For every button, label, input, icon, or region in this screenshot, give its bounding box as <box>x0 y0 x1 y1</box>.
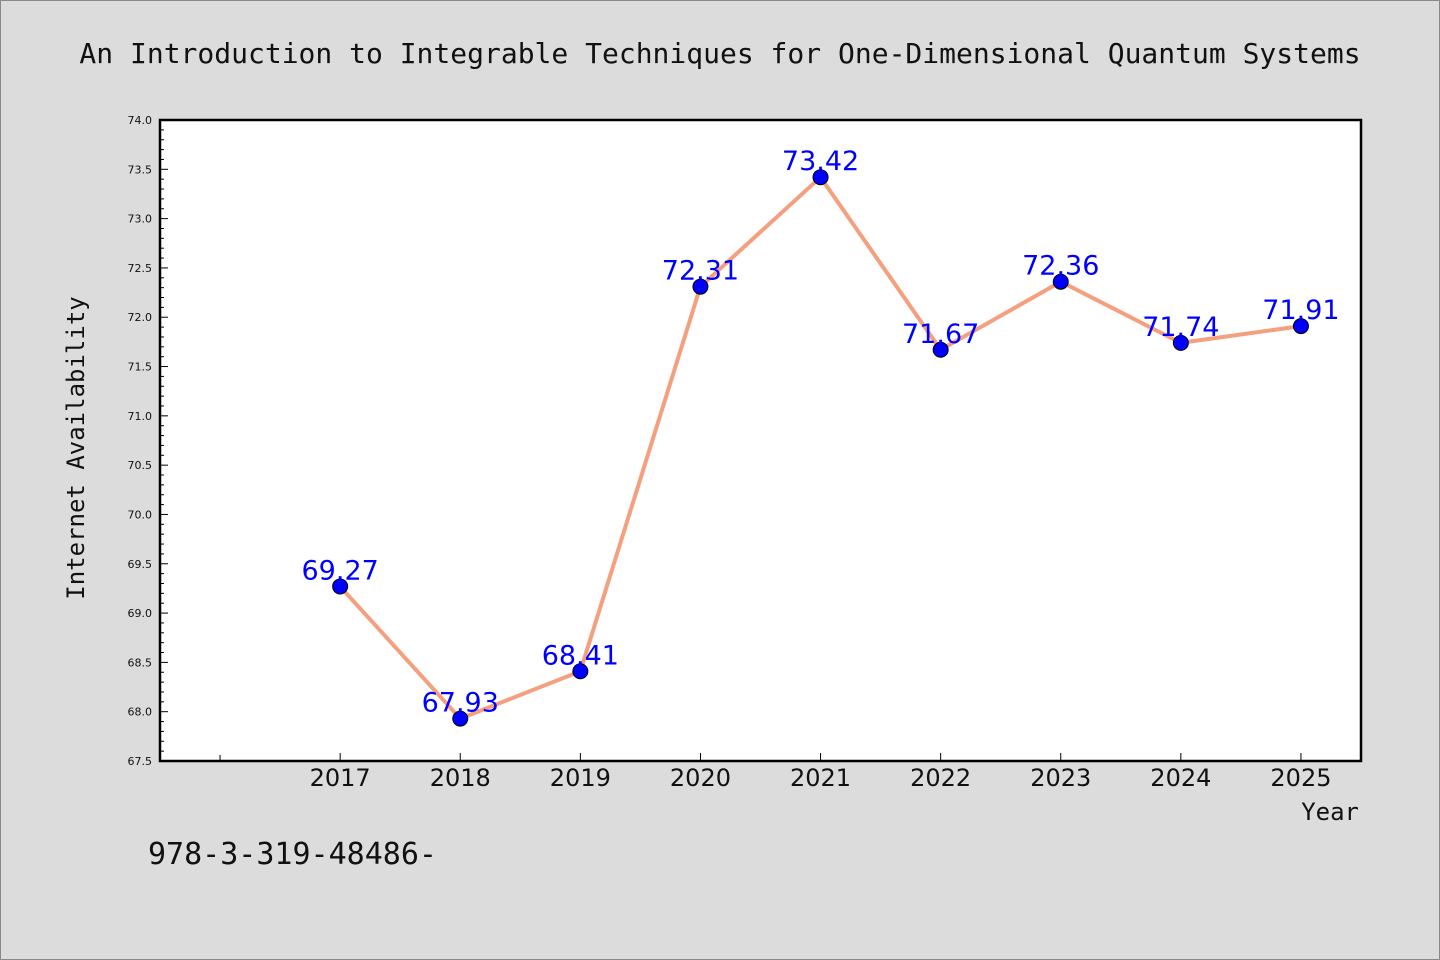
y-tick-label: 72.0 <box>128 311 153 324</box>
x-tick-label: 2020 <box>670 764 731 792</box>
y-axis: 67.5 68.0 68.5 69.0 69.5 70.0 70.5 71.0 71.5 72.0… <box>128 114 168 768</box>
chart-title: An Introduction to Integrable Techniques… <box>79 37 1360 70</box>
y-tick-label: 67.5 <box>128 755 153 768</box>
data-label: 71.74 <box>1142 312 1219 343</box>
footer-text: 978-3-319-48486- <box>148 837 437 872</box>
x-tick-label: 2025 <box>1270 764 1331 792</box>
x-tick-label: 2019 <box>550 764 611 792</box>
y-tick-label: 72.5 <box>128 262 153 275</box>
x-tick-label: 2022 <box>910 764 971 792</box>
y-tick-label: 68.5 <box>128 656 153 669</box>
data-label: 73.42 <box>782 146 859 177</box>
y-tick-label: 71.5 <box>128 361 153 374</box>
y-tick-label: 70.0 <box>128 508 153 521</box>
data-point <box>572 663 589 680</box>
data-label: 71.91 <box>1262 295 1339 326</box>
y-tick-label: 69.5 <box>128 558 153 571</box>
y-tick-label: 73.5 <box>128 163 153 176</box>
y-tick-label: 69.0 <box>128 607 153 620</box>
y-axis-label: Internet Availability <box>62 296 90 599</box>
y-tick-label: 70.5 <box>128 459 153 472</box>
data-point <box>1052 273 1069 290</box>
data-point <box>812 169 829 186</box>
x-tick-label: 2024 <box>1150 764 1211 792</box>
data-point <box>932 341 949 358</box>
markers <box>332 169 1309 727</box>
y-tick-label: 74.0 <box>128 114 153 127</box>
data-point <box>1172 334 1189 351</box>
data-labels: 69.27 67.93 68.41 72.31 73.42 71.67 72.36 71.74… <box>302 146 1340 718</box>
data-label: 67.93 <box>422 688 499 719</box>
data-point <box>332 578 349 595</box>
data-point <box>692 278 709 295</box>
data-label: 72.36 <box>1022 251 1099 282</box>
data-label: 71.67 <box>902 319 979 350</box>
plot-area <box>158 118 1363 763</box>
x-axis: 2017 2018 2019 2020 2021 2022 2023 2024 2025 <box>219 753 1331 792</box>
data-label: 68.41 <box>542 640 619 671</box>
x-tick-label: 2023 <box>1030 764 1091 792</box>
data-label: 69.27 <box>302 555 379 586</box>
x-tick-label: 2017 <box>310 764 371 792</box>
x-tick-label: 2021 <box>790 764 851 792</box>
data-point <box>452 710 469 727</box>
y-tick-label: 73.0 <box>128 213 153 226</box>
y-tick-label: 68.0 <box>128 706 153 719</box>
x-axis-label: Year <box>1301 798 1359 826</box>
x-tick-label: 2018 <box>430 764 491 792</box>
data-label: 72.31 <box>662 256 739 287</box>
data-point <box>1292 318 1309 335</box>
y-tick-label: 71.0 <box>128 410 153 423</box>
